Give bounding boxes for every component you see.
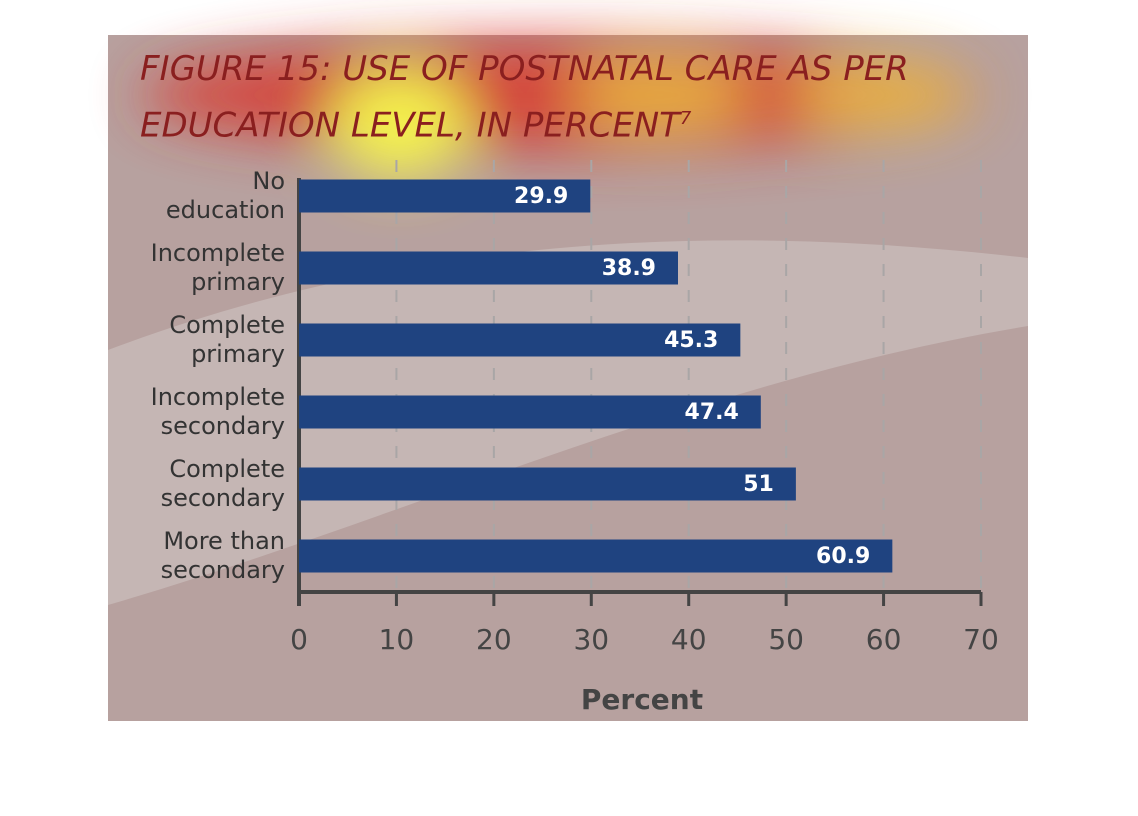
x-tick-label: 70 — [963, 623, 999, 656]
y-tick-label: secondary — [161, 484, 285, 512]
x-tick-label: 30 — [573, 623, 609, 656]
x-tick-label: 10 — [379, 623, 415, 656]
y-tick-label: education — [166, 196, 285, 224]
x-tick-label: 60 — [866, 623, 902, 656]
y-tick-label: No — [252, 167, 285, 195]
value-label: 45.3 — [664, 328, 718, 353]
value-label: 29.9 — [514, 184, 568, 209]
value-label: 60.9 — [816, 544, 870, 569]
y-tick-label: primary — [191, 340, 285, 368]
y-tick-label: More than — [163, 527, 285, 555]
footnote: 7 — [679, 108, 692, 129]
bar — [299, 323, 741, 357]
bar — [299, 539, 893, 573]
bar — [299, 467, 796, 501]
x-tick-label: 0 — [290, 623, 308, 656]
bar — [299, 251, 678, 285]
value-label: 38.9 — [602, 256, 656, 281]
value-label: 51 — [743, 472, 774, 497]
y-tick-label: Complete — [169, 455, 285, 483]
x-tick-label: 50 — [768, 623, 804, 656]
y-tick-label: secondary — [161, 556, 285, 584]
y-tick-label: Complete — [169, 311, 285, 339]
y-tick-label: Incomplete — [151, 383, 285, 411]
y-tick-label: Incomplete — [151, 239, 285, 267]
title-text: FIGURE 15: USE OF POSTNATAL CARE AS PER … — [140, 49, 909, 146]
x-axis-label: Percent — [581, 683, 703, 716]
bar — [299, 179, 591, 213]
y-tick-label: secondary — [161, 412, 285, 440]
x-tick-label: 20 — [476, 623, 512, 656]
bar — [299, 395, 761, 429]
y-tick-label: primary — [191, 268, 285, 296]
value-label: 47.4 — [685, 400, 739, 425]
chart-title: FIGURE 15: USE OF POSTNATAL CARE AS PER … — [140, 44, 940, 150]
heatmap — [140, 40, 980, 180]
x-tick-label: 40 — [671, 623, 707, 656]
